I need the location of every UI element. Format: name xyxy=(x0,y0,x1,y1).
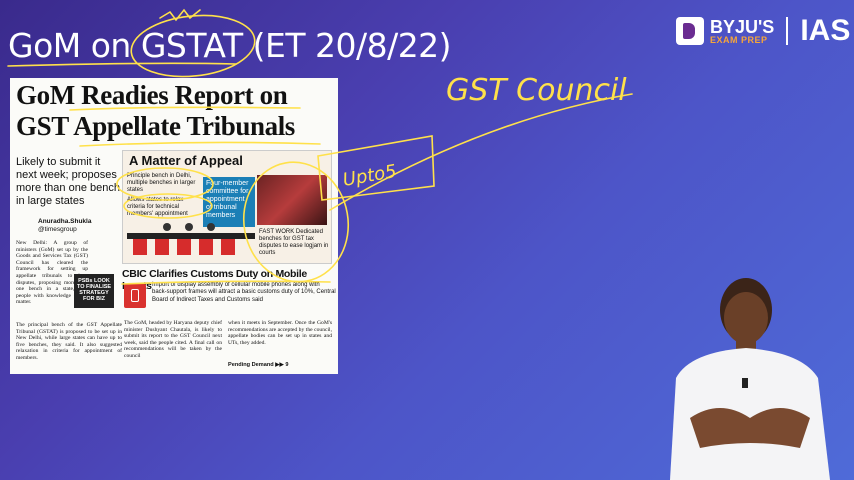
slide-title: GoM on GSTAT (ET 20/8/22) xyxy=(8,26,452,65)
annotation-gst-council: GST Council xyxy=(446,73,627,108)
logo-brand: BYJU'S xyxy=(710,16,775,37)
newspaper-clipping: GoM Readies Report on GST Appellate Trib… xyxy=(10,78,338,374)
logo-wordmark: BYJU'S EXAM PREP xyxy=(710,18,774,45)
pending-demand-link: Pending Demand ▶▶ 9 xyxy=(228,362,289,368)
chairs-illustration xyxy=(127,223,255,255)
graphic-photo xyxy=(257,175,327,225)
graphic-text-benches: Principle bench in Delhi, multiple bench… xyxy=(127,173,196,193)
appeal-graphic: A Matter of Appeal Principle bench in De… xyxy=(122,150,332,264)
byline-handle: @timesgroup xyxy=(38,226,77,233)
annotation-upto5: Upto5 xyxy=(341,161,398,191)
graphic-text-criteria: Allows states to relax criteria for tech… xyxy=(127,197,188,217)
headline-line-1: GoM Readies Report on xyxy=(16,80,288,110)
clipping-body-1: New Delhi: A group of ministers (GoM) se… xyxy=(16,240,88,306)
clipping-body-2: The principal bench of the GST Appellate… xyxy=(16,322,122,361)
mobile-phone-icon xyxy=(124,284,146,308)
headline-line-2: GST Appellate Tribunals xyxy=(16,111,295,141)
clipping-byline: Anuradha.Shukla @timesgroup xyxy=(38,218,91,234)
byjus-ias-logo: BYJU'S EXAM PREP IAS xyxy=(676,14,850,48)
logo-sub: EXAM PREP xyxy=(710,34,768,45)
graphic-title: A Matter of Appeal xyxy=(129,153,243,168)
related-story-box: PSBs LOOK TO FINALISE STRATEGY FOR BIZ xyxy=(74,274,114,308)
byline-name: Anuradha.Shukla xyxy=(38,218,92,225)
scribble-top xyxy=(159,8,201,22)
cbic-body: Import of display assembly of cellular m… xyxy=(152,282,336,303)
clipping-headline: GoM Readies Report on GST Appellate Trib… xyxy=(16,80,295,142)
arrow-to-council xyxy=(329,93,633,211)
graphic-fast-work: FAST WORK Dedicated benches for GST tax … xyxy=(259,229,329,256)
presenter-video xyxy=(670,278,830,480)
logo-divider xyxy=(786,17,789,45)
clipping-body-3: The GoM, headed by Haryana deputy chief … xyxy=(124,320,222,359)
clipping-body-4: when it meets in September. Once the GoM… xyxy=(228,320,332,346)
logo-product: IAS xyxy=(800,14,851,47)
byjus-logo-icon xyxy=(676,17,704,45)
clipping-deck: Likely to submit it next week; proposes … xyxy=(16,156,120,207)
